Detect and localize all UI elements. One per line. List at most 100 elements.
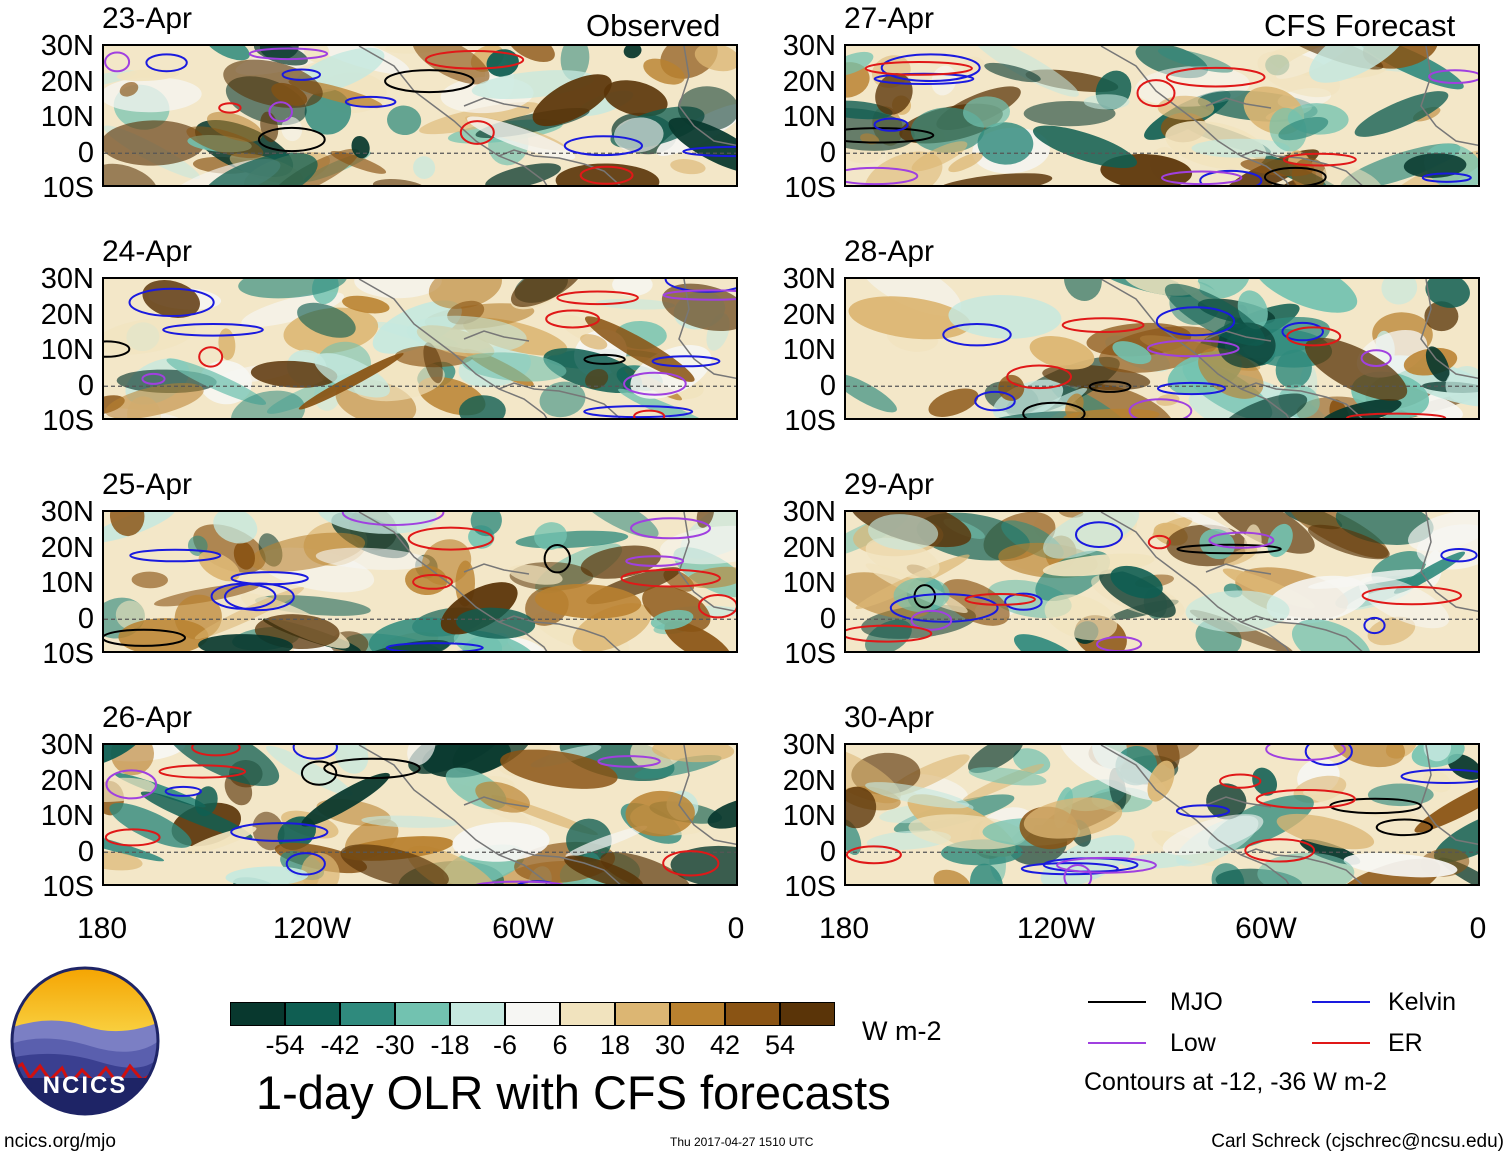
- olr-anomaly-patch: [963, 96, 1010, 128]
- er-contour: [1282, 152, 1357, 167]
- olr-anomaly-patch: [572, 603, 652, 651]
- olr-anomaly-patch: [110, 745, 154, 776]
- olr-anomaly-patch: [342, 295, 390, 314]
- y-tick-label: 0: [819, 835, 836, 868]
- mjo-contour: [323, 757, 421, 780]
- kelvin-contour: [128, 287, 215, 317]
- er-contour: [1219, 773, 1262, 789]
- x-tick-label: 0: [1469, 912, 1487, 945]
- x-tick-label: 120W: [1016, 912, 1096, 945]
- olr-anomaly-patch: [298, 353, 404, 410]
- olr-anomaly-patch: [352, 639, 450, 651]
- olr-anomaly-patch: [340, 844, 449, 884]
- colorbar-swatch: [670, 1002, 725, 1026]
- low-contour: [623, 371, 687, 396]
- olr-anomaly-patch: [534, 583, 642, 619]
- olr-anomaly-patch: [421, 539, 472, 585]
- olr-anomaly-patch: [1425, 346, 1450, 382]
- mjo-contour: [1176, 543, 1282, 555]
- low-contour: [597, 755, 661, 768]
- olr-anomaly-patch: [707, 797, 736, 829]
- olr-anomaly-patch: [613, 117, 664, 153]
- olr-anomaly-patch: [453, 630, 537, 651]
- olr-anomaly-patch: [600, 852, 691, 884]
- mjo-contour: [1329, 797, 1422, 815]
- y-tick-label: 20N: [40, 298, 94, 331]
- mjo-contour: [1088, 380, 1132, 393]
- olr-anomaly-patch: [1063, 408, 1160, 418]
- legend-line-kelvin: [1312, 1001, 1370, 1003]
- olr-anomaly-patch: [109, 512, 145, 537]
- mjo-contour: [104, 340, 131, 358]
- olr-anomaly-patch: [406, 315, 527, 354]
- er-contour: [864, 61, 973, 76]
- kelvin-contour: [563, 135, 643, 157]
- panel-date: 28-Apr: [844, 235, 935, 268]
- olr-map: [844, 743, 1480, 886]
- observed-title: Observed: [586, 8, 721, 43]
- er-contour: [633, 409, 666, 418]
- logo-text: NCICS: [42, 1072, 128, 1099]
- olr-anomaly-patch: [330, 150, 387, 174]
- olr-anomaly-patch: [301, 772, 390, 827]
- y-tick-label: 10N: [782, 334, 836, 366]
- mjo-contour: [300, 760, 338, 786]
- olr-anomaly-patch: [1083, 94, 1130, 110]
- colorbar-label: 6: [552, 1030, 568, 1060]
- olr-anomaly-patch: [334, 745, 369, 774]
- olr-anomaly-patch: [1043, 512, 1140, 559]
- olr-anomaly-patch: [595, 298, 675, 310]
- y-tick-label: 10N: [40, 101, 94, 133]
- olr-anomaly-patch: [560, 46, 590, 81]
- er-contour: [846, 845, 902, 865]
- olr-anomaly-patch: [104, 745, 143, 767]
- low-contour: [1161, 170, 1243, 185]
- olr-anomaly-patch: [198, 634, 293, 651]
- olr-anomaly-patch: [271, 148, 360, 185]
- y-tick-label: 10N: [40, 334, 94, 366]
- y-tick-label: 0: [819, 369, 836, 402]
- olr-anomaly-patch: [846, 62, 870, 98]
- olr-anomaly-patch: [859, 279, 962, 316]
- footer-url[interactable]: ncics.org/mjo: [4, 1131, 116, 1152]
- olr-anomaly-patch: [354, 279, 442, 299]
- olr-anomaly-patch: [406, 845, 499, 884]
- coastline: [358, 512, 736, 651]
- y-tick-label: 10S: [784, 405, 836, 437]
- colorbar-swatch: [725, 1002, 780, 1026]
- olr-anomaly-patch: [1252, 767, 1278, 796]
- er-contour: [620, 568, 721, 588]
- er-contour: [1346, 412, 1447, 418]
- olr-anomaly-patch: [1044, 594, 1118, 641]
- er-contour: [218, 102, 242, 114]
- panel-date: 29-Apr: [844, 468, 935, 501]
- olr-anomaly-patch: [461, 352, 567, 382]
- olr-anomaly-patch: [281, 116, 303, 142]
- olr-anomaly-patch: [948, 295, 1062, 339]
- olr-anomaly-patch: [936, 173, 1053, 185]
- y-tick-label: 20N: [782, 764, 836, 797]
- olr-anomaly-patch: [1058, 512, 1084, 518]
- olr-anomaly-patch: [1147, 760, 1175, 802]
- olr-anomaly-patch: [317, 512, 437, 534]
- olr-map: [844, 510, 1480, 653]
- y-tick-label: 0: [77, 136, 94, 169]
- low-contour: [625, 555, 685, 567]
- olr-anomaly-patch: [1042, 553, 1155, 577]
- olr-anomaly-patch: [140, 791, 253, 839]
- olr-anomaly-patch: [1013, 634, 1087, 651]
- olr-anomaly-patch: [456, 607, 536, 639]
- kelvin-contour: [889, 593, 999, 623]
- olr-anomaly-patch: [1304, 337, 1408, 401]
- er-contour: [1361, 585, 1462, 606]
- olr-anomaly-patch: [1223, 546, 1258, 566]
- olr-anomaly-patch: [109, 802, 192, 848]
- x-tick-label: 120W: [272, 912, 352, 945]
- colorbar-swatch: [285, 1002, 340, 1026]
- y-tick-label: 20N: [782, 65, 836, 98]
- colorbar-label: 42: [709, 1030, 741, 1060]
- kelvin-contour: [145, 53, 188, 73]
- y-tick-label: 30N: [782, 729, 836, 761]
- olr-anomaly-patch: [1309, 46, 1409, 83]
- olr-anomaly-patch: [204, 46, 250, 61]
